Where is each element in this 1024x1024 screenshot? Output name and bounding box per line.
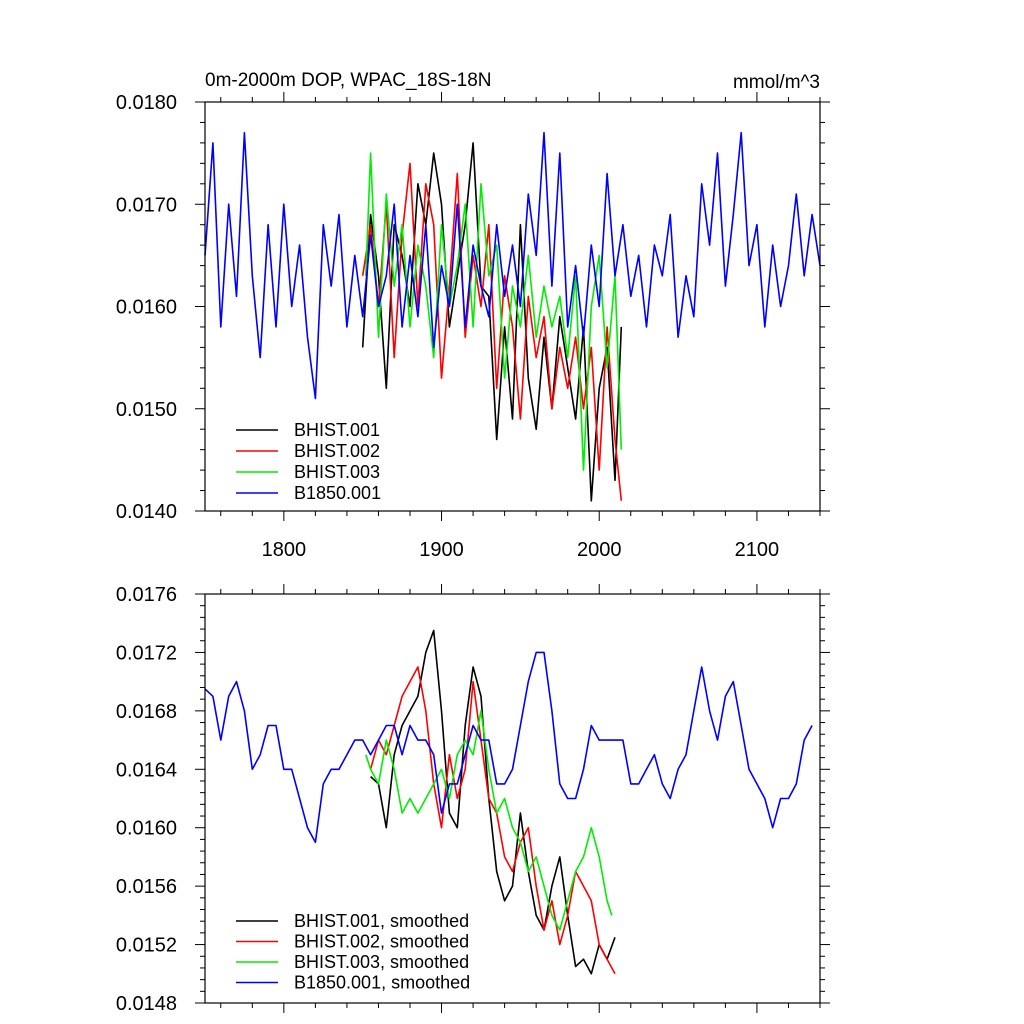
top-panel-title: 0m-2000m DOP, WPAC_18S-18N bbox=[205, 70, 492, 91]
series-line-4 bbox=[204, 131, 821, 400]
x-tick-label: 1900 bbox=[419, 539, 464, 561]
y-tick-label: 0.0160 bbox=[116, 818, 177, 840]
legend-label-2: BHIST.002, smoothed bbox=[294, 932, 469, 952]
legend-label-4: B1850.001, smoothed bbox=[294, 973, 470, 993]
top-panel-units: mmol/m^3 bbox=[733, 72, 820, 93]
legend-label-2: BHIST.002 bbox=[294, 441, 380, 461]
y-tick-label: 0.0150 bbox=[116, 399, 177, 421]
x-tick-label: 2000 bbox=[577, 539, 622, 561]
y-tick-label: 0.0180 bbox=[116, 92, 177, 114]
series-line-4 bbox=[204, 651, 813, 844]
y-tick-label: 0.0168 bbox=[116, 701, 177, 723]
legend-label-4: B1850.001 bbox=[294, 483, 381, 503]
series-line-3 bbox=[365, 710, 613, 931]
y-tick-label: 0.0148 bbox=[116, 993, 177, 1015]
y-tick-label: 0.0170 bbox=[116, 194, 177, 216]
y-tick-label: 0.0176 bbox=[116, 584, 177, 606]
legend-label-3: BHIST.003 bbox=[294, 462, 380, 482]
plot-frame bbox=[204, 593, 821, 1004]
y-tick-label: 0.0156 bbox=[116, 876, 177, 898]
top-plot-area: 1800 1900 2000 2100 0.0140 0.0150 0.0160 0.0170… bbox=[116, 92, 830, 561]
legend-label-1: BHIST.001, smoothed bbox=[294, 911, 469, 931]
y-tick-label: 0.0172 bbox=[116, 642, 177, 664]
y-tick-label: 0.0140 bbox=[116, 501, 177, 523]
y-tick-label: 0.0152 bbox=[116, 935, 177, 957]
top-panel: 0m-2000m DOP, WPAC_18S-18N mmol/m^3 1800… bbox=[116, 70, 830, 561]
bottom-panel: 0.0148 0.0152 0.0156 0.0160 0.0164 0.0168 0.01… bbox=[116, 584, 830, 1015]
series-line-1 bbox=[370, 629, 616, 975]
y-tick-label: 0.0164 bbox=[116, 759, 177, 781]
legend-label-3: BHIST.003, smoothed bbox=[294, 952, 469, 972]
x-tick-label: 2100 bbox=[735, 539, 780, 561]
x-tick-label: 1800 bbox=[262, 539, 307, 561]
bottom-plot-area: 0.0148 0.0152 0.0156 0.0160 0.0164 0.0168 0.01… bbox=[116, 584, 830, 1015]
y-tick-label: 0.0160 bbox=[116, 297, 177, 319]
series-line-3 bbox=[365, 152, 623, 471]
legend-label-1: BHIST.001 bbox=[294, 420, 380, 440]
